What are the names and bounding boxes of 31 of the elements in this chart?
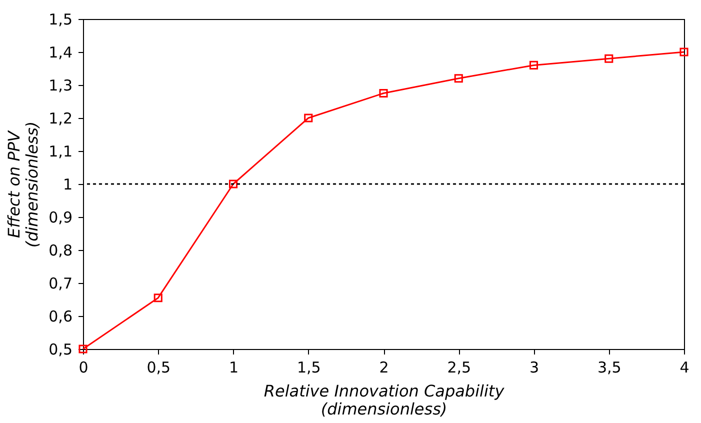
y-tick-label: 1,3 <box>48 76 72 94</box>
y-tick-label: 0,5 <box>48 340 72 358</box>
y-tick-label: 0,6 <box>48 308 72 326</box>
x-tick-label: 1 <box>228 358 239 376</box>
y-axis-title: Effect on PPV (dimensionless) <box>4 121 42 248</box>
point <box>529 60 538 70</box>
point <box>304 114 313 122</box>
x-tick-label: 2,5 <box>447 358 472 376</box>
point <box>604 54 614 63</box>
point <box>228 180 238 188</box>
point <box>680 48 688 56</box>
x-tick-label: 2 <box>379 358 389 376</box>
y-tick-label: 1,4 <box>48 44 72 62</box>
x-tick-label: 3 <box>529 358 540 376</box>
y-tick-label: 1,1 <box>48 142 72 160</box>
y-tick-label: 0,8 <box>48 242 72 260</box>
y-tick-label: 0,7 <box>48 274 72 292</box>
point <box>454 74 463 83</box>
y-tick-label: 1,5 <box>48 10 72 28</box>
y-tick-label: 1 <box>62 176 72 194</box>
x-tick-label: 3,5 <box>597 358 622 376</box>
x-tick-label: 0,5 <box>146 358 171 376</box>
point <box>78 344 88 354</box>
point <box>379 88 388 98</box>
x-tick-label: 0 <box>78 358 88 376</box>
x-axis-title: Relative Innovation Capability (dimensionless) <box>264 382 505 418</box>
x-tick-label: 1,5 <box>296 358 321 376</box>
y-tick-label: 1,2 <box>48 110 72 128</box>
x-tick-label: 4 <box>680 358 690 376</box>
y-tick-label: 0,9 <box>48 208 72 226</box>
point <box>154 294 162 302</box>
